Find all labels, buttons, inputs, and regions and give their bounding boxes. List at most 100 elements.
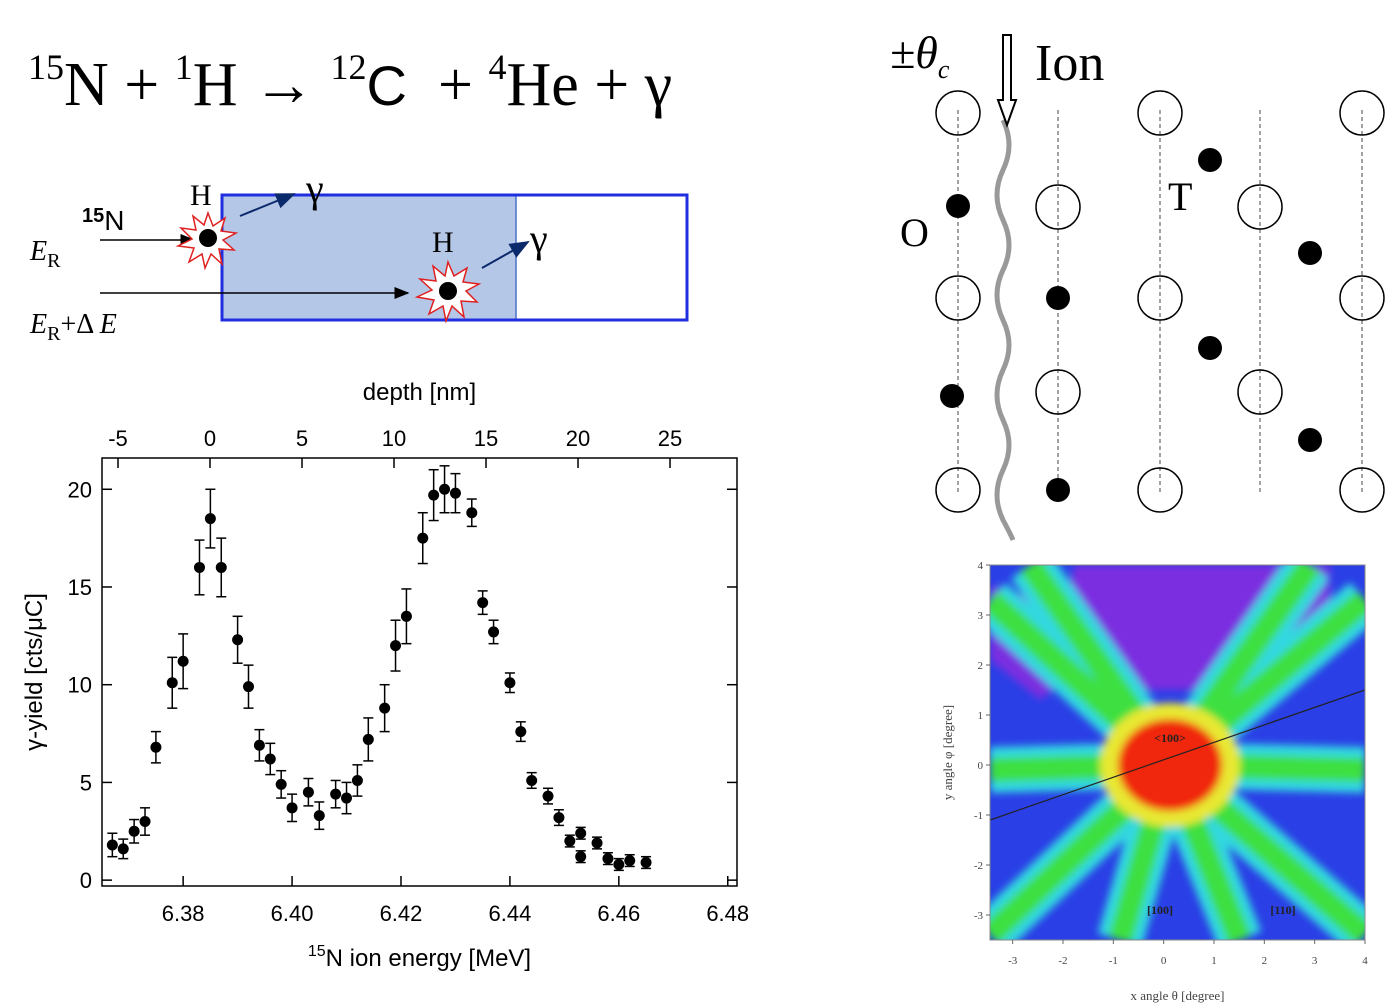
hydrogen-site [946, 194, 970, 218]
x-tick-label: 6.40 [271, 901, 314, 926]
gamma-arrow [481, 241, 530, 269]
data-point [428, 489, 440, 501]
data-point [232, 634, 244, 646]
ion-path [994, 118, 1016, 541]
ion-symbol: N [104, 205, 124, 236]
hydrogen-site [1046, 478, 1070, 502]
x-tick-label: -3 [1008, 955, 1018, 967]
map-frame [989, 564, 1366, 941]
data-point [242, 681, 254, 693]
site-label: O [900, 210, 929, 255]
angle-symbol: ±θ [890, 27, 938, 78]
x-tick-label: 6.44 [488, 901, 531, 926]
x-axis-label-text: N ion energy [MeV] [326, 945, 531, 972]
data-point [166, 677, 178, 689]
data-point [400, 610, 412, 622]
data-point [275, 778, 287, 790]
lattice-atom [1237, 369, 1283, 415]
data-point [177, 655, 189, 667]
reaction-text: H → [193, 51, 331, 119]
hydrogen-site [1198, 148, 1222, 172]
y-tick-label: 15 [68, 575, 92, 600]
y-tick-label: 5 [80, 770, 92, 795]
hydrogen-site [1198, 336, 1222, 360]
subscript: R [47, 323, 61, 345]
data-point [341, 792, 353, 804]
plot-frame [101, 457, 738, 887]
data-point [150, 741, 162, 753]
ion-label: 15N [82, 205, 124, 236]
reaction-text: C [367, 54, 407, 117]
data-point [204, 513, 216, 525]
x-tick-label: 6.46 [597, 901, 640, 926]
data-point [330, 788, 342, 800]
data-point [449, 487, 461, 499]
lattice-atom [1339, 467, 1385, 513]
data-point [591, 837, 603, 849]
energy-symbol: E [29, 309, 47, 340]
y-tick-label: 0 [978, 760, 984, 772]
reaction-text: He + γ [506, 51, 672, 119]
x-tick-label: 6.38 [162, 901, 205, 926]
lattice-atom [1137, 275, 1183, 321]
y-tick-label: 1 [978, 710, 984, 722]
data-point [379, 702, 391, 714]
x-axis-label: x angle θ [degree] [1131, 988, 1225, 1003]
gamma-label: γ [529, 216, 548, 261]
subscript: c [938, 55, 950, 84]
data-point [466, 507, 478, 519]
data-point [128, 825, 140, 837]
y-tick-label: -1 [974, 810, 983, 822]
x2-tick-label: 15 [474, 426, 498, 451]
y-tick-label: -3 [974, 910, 984, 922]
y-tick-label: 20 [68, 477, 92, 502]
x2-tick-label: 10 [382, 426, 406, 451]
x2-axis-label: depth [nm] [363, 379, 476, 406]
x-tick-label: 1 [1211, 955, 1217, 967]
x-tick-label: 6.48 [706, 901, 749, 926]
data-point [602, 853, 614, 865]
y-tick-label: 10 [68, 673, 92, 698]
x-tick-label: 3 [1312, 955, 1318, 967]
data-point [526, 774, 538, 786]
lattice-atom [1035, 369, 1081, 415]
data-point [253, 739, 265, 751]
y-tick-label: -2 [974, 860, 983, 872]
ion-arrow [996, 34, 1018, 128]
ion-label: Ion [1035, 35, 1104, 92]
energy-label: ER [29, 236, 61, 272]
energy-text: +Δ [60, 309, 99, 340]
data-point [515, 726, 527, 738]
lattice-atom [1137, 90, 1183, 136]
energy-symbol: E [99, 309, 117, 340]
hydrogen-site [1046, 286, 1070, 310]
data-point [390, 640, 402, 652]
data-point [106, 839, 118, 851]
data-point [193, 561, 205, 573]
hydrogen-atom [439, 282, 457, 300]
map-shading [990, 565, 1365, 940]
reaction-text: + [407, 51, 488, 119]
map-annotation: [100] [1147, 903, 1173, 917]
data-point [302, 786, 314, 798]
x-tick-label: -1 [1109, 955, 1118, 967]
x2-tick-label: 5 [296, 426, 308, 451]
x2-tick-label: 25 [658, 426, 682, 451]
map-center [1118, 719, 1222, 811]
y-axis-label: γ-yield [cts/μC] [21, 593, 48, 751]
angle-label: ±θc [890, 27, 950, 84]
superscript: 4 [488, 47, 506, 87]
y-tick-label: 2 [978, 660, 984, 672]
hydrogen-site [940, 384, 964, 408]
data-point [117, 843, 129, 855]
data-point [417, 532, 429, 544]
atom-label: H [190, 179, 212, 212]
hydrogen-site [1298, 428, 1322, 452]
data-point [624, 855, 636, 867]
lattice-atom [935, 90, 981, 136]
data-point [215, 561, 227, 573]
superscript: 15 [308, 943, 326, 960]
superscript: 15 [82, 205, 104, 227]
hydrogen-site [1298, 241, 1322, 265]
data-point [362, 733, 374, 745]
